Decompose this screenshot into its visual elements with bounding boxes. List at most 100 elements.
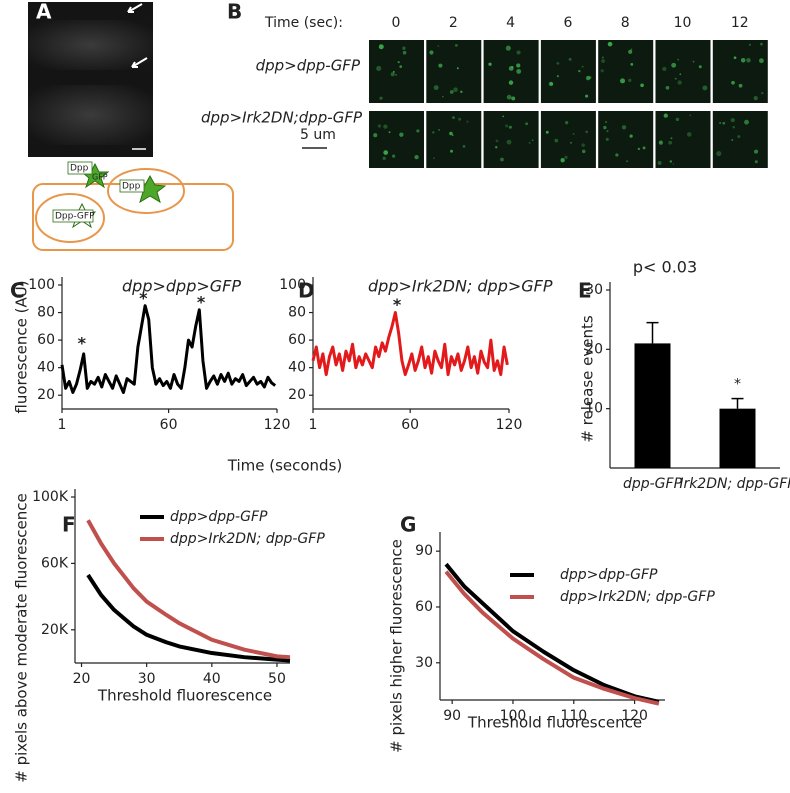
spot <box>674 77 677 80</box>
spot <box>605 137 609 141</box>
spot <box>672 163 675 165</box>
spot <box>495 146 498 149</box>
spot <box>452 116 455 119</box>
panel-label: A <box>36 0 52 24</box>
y-tick-label: 80 <box>288 305 306 321</box>
tile <box>369 111 424 168</box>
x-tick-label: 60 <box>401 417 419 433</box>
spot <box>528 141 531 144</box>
spot <box>692 60 695 63</box>
panel-label: E <box>578 279 592 303</box>
y-axis-label: # release events <box>579 315 597 443</box>
spot <box>744 119 749 125</box>
x-tick-label: 90 <box>443 708 461 724</box>
spot <box>516 69 522 74</box>
annotation: * <box>393 295 402 314</box>
x-tick-label: 110 <box>560 708 587 724</box>
spot <box>500 157 504 162</box>
tile <box>655 111 711 168</box>
x-tick-label: 60 <box>160 417 178 433</box>
x-tick-label: 20 <box>73 671 91 687</box>
spot <box>402 50 407 55</box>
x-tick-label: 100 <box>500 708 527 724</box>
spot <box>488 62 492 66</box>
bar <box>719 408 756 468</box>
y-axis-label: fluorescence (AU) <box>13 280 31 413</box>
spot <box>748 43 751 46</box>
spot <box>466 120 469 123</box>
spot <box>642 146 646 150</box>
spot <box>438 129 440 131</box>
spot <box>581 149 586 154</box>
arrow <box>127 3 143 13</box>
spot <box>722 121 726 125</box>
spot <box>525 122 529 126</box>
diagram-label: GFP <box>92 173 108 182</box>
spot <box>663 113 668 118</box>
series-line <box>86 519 291 660</box>
time-tick: 0 <box>392 15 401 31</box>
x-tick-label: 120 <box>496 417 523 433</box>
time-tick: 12 <box>731 15 749 31</box>
spot <box>585 130 588 134</box>
timelapse <box>369 40 768 168</box>
tile <box>426 40 482 103</box>
spot <box>581 143 585 147</box>
spot <box>449 131 453 136</box>
spot <box>630 48 633 51</box>
x-tick-label: 120 <box>621 708 648 724</box>
spot <box>395 73 398 76</box>
x-axis-label: Time (seconds) <box>227 457 343 475</box>
spot <box>453 87 458 93</box>
spot <box>658 140 663 145</box>
tile <box>540 40 596 103</box>
spot <box>585 94 589 98</box>
spot <box>746 58 751 63</box>
scale-label: 5 um <box>300 127 336 143</box>
spot <box>556 75 559 78</box>
spot <box>671 62 677 68</box>
tile <box>483 40 539 103</box>
spot <box>761 91 764 95</box>
spot <box>731 139 734 141</box>
spot <box>603 125 607 130</box>
annotation: * <box>734 377 741 393</box>
chart-title: dpp>Irk2DN; dpp>GFP <box>368 277 553 296</box>
spot <box>402 46 406 50</box>
spot <box>451 134 454 137</box>
time-tick: 10 <box>674 15 692 31</box>
y-tick-label: 80 <box>37 305 55 321</box>
spot <box>449 90 454 94</box>
tile <box>369 40 424 103</box>
tile <box>712 111 768 168</box>
y-axis-label: # pixels above moderate fluorescence <box>13 493 31 782</box>
spot <box>392 154 396 158</box>
spot <box>462 145 466 148</box>
row-label: dpp>dpp-GFP <box>256 57 361 75</box>
spot <box>564 155 568 159</box>
panel-label: C <box>10 279 25 303</box>
spot <box>502 115 505 118</box>
spot <box>588 76 592 79</box>
spot <box>665 85 670 90</box>
spot <box>600 69 604 73</box>
series-line <box>86 573 291 663</box>
spot <box>740 57 746 63</box>
y-tick-label: 20 <box>37 387 55 403</box>
spot <box>759 58 764 64</box>
legend-label: dpp>Irk2DN; dpp-GFP <box>560 589 715 605</box>
spot <box>429 50 434 55</box>
x-tick-label: 120 <box>264 417 291 433</box>
spot <box>670 137 673 140</box>
spot <box>511 96 516 101</box>
spot <box>689 114 692 117</box>
panel-label: G <box>400 513 416 537</box>
y-tick-label: 100 <box>279 277 306 293</box>
spot <box>508 80 514 85</box>
y-tick-label: 40 <box>288 360 306 376</box>
spot <box>719 121 722 124</box>
y-tick-label: 100 <box>28 277 55 293</box>
legend-label: dpp>Irk2DN; dpp-GFP <box>170 531 325 547</box>
spot <box>657 161 662 165</box>
